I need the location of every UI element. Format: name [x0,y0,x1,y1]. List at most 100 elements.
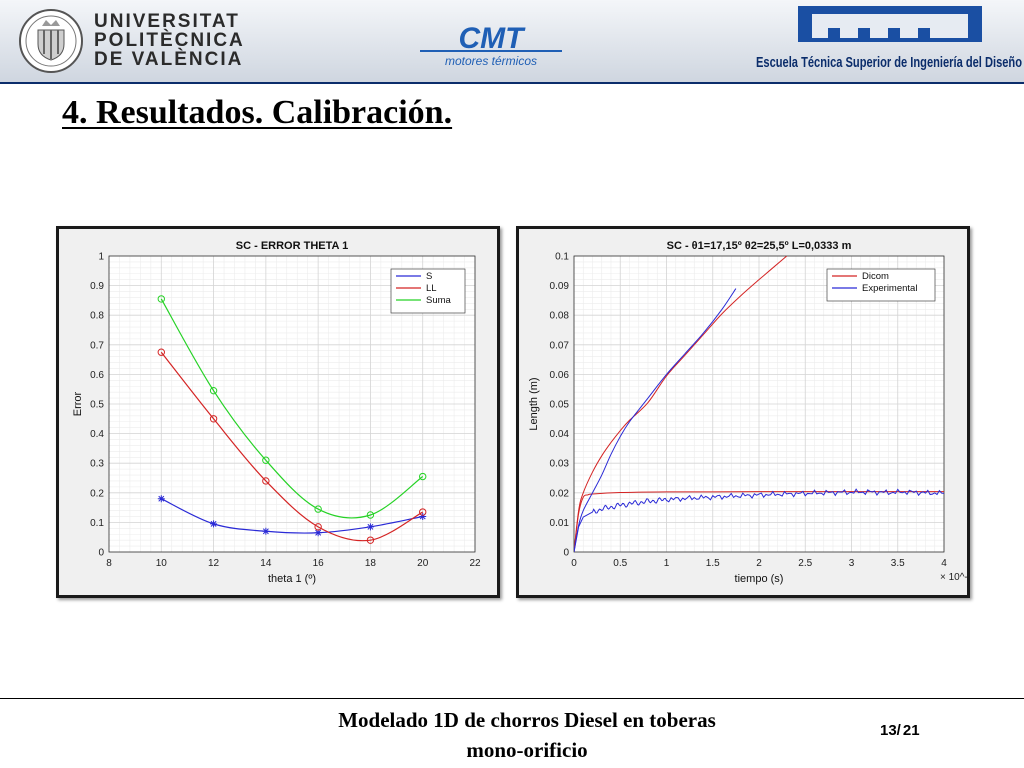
legend-entry: Experimental [862,283,917,294]
y-tick-label: 0.2 [90,488,104,499]
x-tick-label: 3 [849,558,855,569]
x-tick-label: 12 [208,558,220,569]
data-point [366,523,374,531]
x-tick-label: 20 [417,558,429,569]
series-line [574,488,944,552]
data-point [419,472,427,481]
legend-box [826,268,936,302]
university-line: DE VALÈNCIA [94,49,244,70]
cmt-logo: CMT motores térmicos [420,22,562,68]
y-tick-label: 0.1 [90,518,104,529]
school-name: Escuela Técnica Superior de Ingeniería d… [756,54,1022,71]
footer-title: Modelado 1D de chorros Diesel en toberas… [260,705,794,765]
y-tick-label: 0.04 [550,429,570,440]
x-tick-label: 18 [365,558,377,569]
chart-title: SC - ERROR THETA 1 [236,240,348,252]
length-chart-frame: 0 0.5 1 1.5 2 2.5 3 3.5 4 0 0.01 0.02 0.03 0.04 0.05 0.… [516,226,970,598]
data-point [314,529,322,537]
y-tick-label: 0.8 [90,311,104,322]
data-point [419,512,427,520]
series-line [574,256,788,552]
page-total: 21 [902,722,920,739]
x-tick-label: 2.5 [798,558,812,569]
legend-entry: Suma [426,295,452,306]
x-tick-label: 0 [571,558,577,569]
series-line [160,351,423,542]
university-name: UNIVERSITAT POLITÈCNICA DE VALÈNCIA [94,12,245,69]
y-axis-label: Error [72,391,84,416]
series-line [574,491,944,552]
x-tick-label: 3.5 [891,558,905,569]
y-tick-label: 0.3 [90,459,104,470]
footer-divider [0,698,1024,699]
y-tick-label: 0.9 [90,281,104,292]
x-axis-label: theta 1 (º) [268,573,316,585]
footer-title-line: Modelado 1D de chorros Diesel en toberas [338,708,716,732]
page-number: 13/21 [880,722,922,739]
cmt-subtitle: motores térmicos [445,54,537,68]
data-point [157,295,165,303]
university-line: UNIVERSITAT [94,11,240,32]
series-line [574,288,737,552]
y-tick-label: 0.4 [90,429,104,440]
x-tick-label: 10 [156,558,168,569]
x-axis-exponent: × 10^-3 [940,572,967,583]
school-logo: Escuela Técnica Superior de Ingeniería d… [756,6,1022,71]
x-tick-label: 1 [664,558,670,569]
x-tick-label: 8 [106,558,112,569]
y-tick-label: 0 [98,548,104,559]
x-tick-label: 1.5 [706,558,720,569]
data-point [366,536,375,544]
series-line [161,498,423,534]
x-tick-label: 0.5 [613,558,627,569]
y-tick-label: 0.03 [550,459,570,470]
error-chart: 8 10 12 14 16 18 20 22 0 0.1 0.2 0.3 0.4 0.5 0.6 0.7 0.8… [59,229,497,595]
y-tick-label: 0.07 [550,340,570,351]
y-tick-label: 0.09 [550,281,570,292]
cmt-logo-text: CMT [459,22,527,55]
y-tick-label: 0.08 [550,311,570,322]
y-tick-label: 0.05 [550,400,570,411]
data-point [262,456,270,464]
legend-entry: S [426,271,432,282]
plot-border [573,255,945,553]
x-tick-label: 4 [941,558,947,569]
x-tick-label: 2 [756,558,762,569]
data-point [419,508,427,516]
y-tick-label: 0.6 [90,370,104,381]
series-layer [574,256,944,552]
data-point [157,348,165,356]
data-point [210,520,218,528]
length-chart: 0 0.5 1 1.5 2 2.5 3 3.5 4 0 0.01 0.02 0.03 0.04 0.05 0.… [519,229,967,595]
x-tick-label: 14 [260,558,272,569]
chart-title: SC - θ1=17,15º θ2=25,5º L=0,0333 m [667,240,852,252]
slide-title: 4. Resultados. Calibración. [62,94,453,131]
page-current: 13/ [880,722,901,739]
university-line: POLITÈCNICA [94,30,245,51]
x-tick-label: 22 [469,558,481,569]
data-point [209,386,218,395]
header-divider [0,82,1024,84]
error-chart-frame: 8 10 12 14 16 18 20 22 0 0.1 0.2 0.3 0.4 0.5 0.6 0.7 0.8… [56,226,500,598]
y-tick-label: 0.06 [550,370,570,381]
x-axis-label: tiempo (s) [735,573,784,585]
series-layer [157,295,427,544]
y-axis-label: Length (m) [528,377,540,430]
plot-border [108,255,476,553]
data-point [209,415,218,423]
legend-entry: LL [426,283,437,294]
data-point [262,477,270,485]
x-tick-label: 16 [313,558,325,569]
y-tick-label: 0.01 [550,518,570,529]
data-point [314,505,322,513]
y-tick-label: 0 [563,548,569,559]
data-point [314,523,322,531]
legend-entry: Dicom [862,271,889,282]
y-tick-label: 0.7 [90,340,104,351]
y-tick-label: 1 [98,252,104,263]
university-seal-icon [19,9,83,73]
data-point [366,511,375,519]
y-tick-label: 0.02 [550,488,570,499]
data-point [157,495,165,503]
footer-title-line: mono-orificio [466,738,588,762]
